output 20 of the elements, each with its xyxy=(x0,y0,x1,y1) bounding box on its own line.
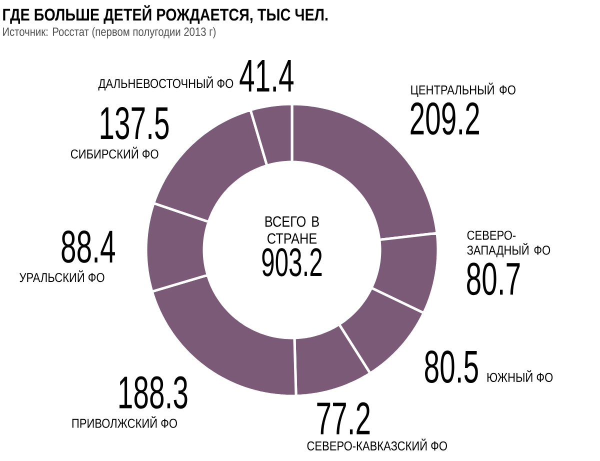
chart-title: ГДЕ БОЛЬШЕ ДЕТЕЙ РОЖДАЕТСЯ, ТЫС ЧЕЛ. xyxy=(3,5,328,24)
text: 903.2 xyxy=(262,248,322,276)
slice-label: ЮЖНЫЙ ФО xyxy=(487,370,553,382)
data-label: 80.7 xyxy=(467,262,520,296)
slice-label: ДАЛЬНЕВОСТОЧНЫЙ ФО xyxy=(98,76,234,91)
slice-label: ЦЕНТРАЛЬНЫЙ ФО xyxy=(411,82,516,97)
slice-label: СЕВЕРО-ЗАПАДНЫЙ ФО xyxy=(467,230,550,258)
data-label: 188.3 xyxy=(120,376,188,409)
data-label: 80.5 xyxy=(425,350,478,384)
data-label: 137.5 xyxy=(100,106,169,140)
data-label: 88.4 xyxy=(62,230,115,263)
slice-label: ПРИВОЛЖСКИЙ ФО xyxy=(72,416,177,428)
slice-label: УРАЛЬСКИЙ ФО xyxy=(20,270,104,282)
data-label: 77.2 xyxy=(317,402,370,434)
text: ВСЕГО В СТРАНЕ xyxy=(265,216,319,244)
chart-subtitle: Источник: Росстат (первом полугодии 2013 г) xyxy=(3,27,216,38)
data-label: 209.2 xyxy=(410,102,479,135)
data-label: 41.4 xyxy=(240,60,294,92)
slice-label: СЕВЕРО-КАВКАЗСКИЙ ФО xyxy=(307,438,447,450)
slice-label: СИБИРСКИЙ ФО xyxy=(70,146,158,159)
